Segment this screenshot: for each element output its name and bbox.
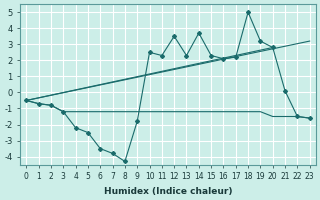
X-axis label: Humidex (Indice chaleur): Humidex (Indice chaleur) — [104, 187, 232, 196]
